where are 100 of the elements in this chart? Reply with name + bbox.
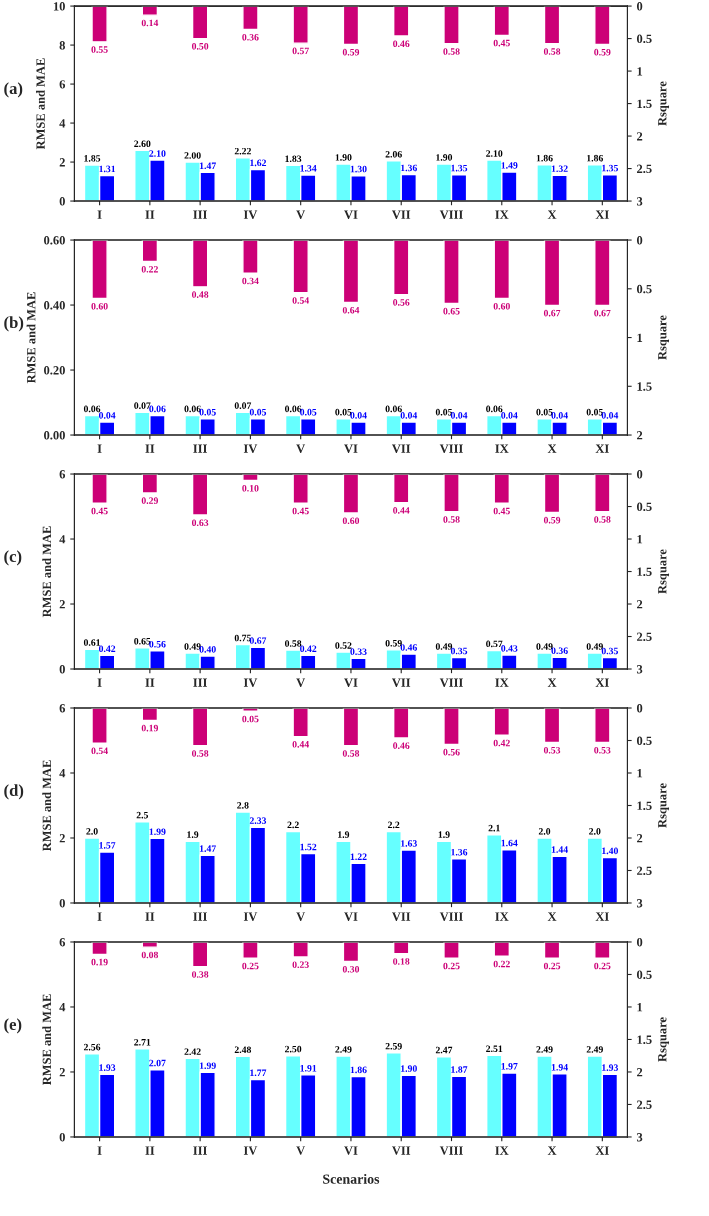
bar xyxy=(493,708,511,736)
data-label: 0.45 xyxy=(292,507,309,515)
data-label: 0.07 xyxy=(234,402,252,409)
bar xyxy=(292,708,309,738)
data-label: 0.42 xyxy=(493,739,510,747)
bar xyxy=(292,941,309,958)
bar xyxy=(342,240,360,304)
bar xyxy=(594,708,611,744)
data-label: 0.35 xyxy=(450,647,468,655)
x-tick-label: XI xyxy=(595,444,609,453)
data-label: 0.29 xyxy=(141,497,159,504)
data-label: 0.38 xyxy=(192,971,209,978)
bar xyxy=(594,941,611,959)
y2-tick-label: 1.5 xyxy=(637,567,652,577)
y-tick-label: 6 xyxy=(59,470,66,479)
y-tick-label: 0 xyxy=(59,665,65,674)
x-tick-label: V xyxy=(296,1146,306,1155)
data-label: 1.64 xyxy=(501,839,518,847)
y-axis-title: RMSE and MAE xyxy=(26,292,36,384)
data-label: 2.1 xyxy=(488,824,500,832)
text: (c) xyxy=(4,550,22,566)
y-tick-label: 8 xyxy=(59,41,65,50)
y2-tick-label: 1 xyxy=(637,333,643,342)
bar xyxy=(594,6,611,46)
x-tick-label: II xyxy=(145,210,155,219)
x-tick-label: VI xyxy=(344,1146,358,1155)
data-label: 0.06 xyxy=(149,405,166,413)
data-label: 1.90 xyxy=(401,1065,417,1072)
y2-axis-title: Rsquare xyxy=(658,315,670,360)
x-tick-label: VIII xyxy=(439,1146,463,1155)
bar xyxy=(493,941,511,957)
data-label: 1.90 xyxy=(436,154,453,161)
y2-axis-title: Rsquare xyxy=(658,783,670,828)
text: (e) xyxy=(4,1018,22,1034)
data-label: 1.93 xyxy=(602,1064,619,1071)
data-label: 1.40 xyxy=(602,847,619,855)
data-label: 0.22 xyxy=(493,960,510,968)
y2-tick-label: 2 xyxy=(637,431,643,440)
y2-tick-label: 2.5 xyxy=(637,866,652,875)
y-tick-label: 0 xyxy=(59,197,65,206)
x-tick-label: II xyxy=(145,444,155,453)
y-tick-label: 2 xyxy=(59,600,65,609)
text: (b) xyxy=(4,316,24,332)
data-label: 0.05 xyxy=(199,408,216,416)
data-label: 2.33 xyxy=(249,817,267,824)
y2-tick-label: 3 xyxy=(636,665,643,674)
data-label: 0.05 xyxy=(249,408,267,416)
x-tick-label: VI xyxy=(344,444,358,453)
data-label: 1.44 xyxy=(551,846,568,853)
data-label: 1.86 xyxy=(587,154,604,162)
x-tick-label: VI xyxy=(344,210,358,219)
data-label: 1.49 xyxy=(501,162,518,169)
bar xyxy=(493,474,511,504)
data-label: 0.04 xyxy=(98,412,116,419)
x-tick-label: V xyxy=(296,444,306,453)
y-tick-label: 0.40 xyxy=(44,301,65,310)
y2-tick-label: 1.5 xyxy=(637,382,652,391)
bar xyxy=(141,6,159,16)
y2-tick-label: 1 xyxy=(637,535,643,544)
data-label: 2.00 xyxy=(184,152,201,159)
data-label: 0.55 xyxy=(91,46,108,53)
x-tick-label: IV xyxy=(243,444,258,453)
data-label: 2.10 xyxy=(149,150,166,157)
data-label: 0.57 xyxy=(292,47,309,55)
data-label: 0.05 xyxy=(586,408,603,416)
y-tick-label: 4 xyxy=(59,769,66,778)
data-label: 2.49 xyxy=(536,1046,553,1053)
data-label: 0.42 xyxy=(98,645,116,653)
data-label: 0.40 xyxy=(199,646,216,653)
data-label: 0.58 xyxy=(192,750,209,757)
bar xyxy=(91,240,108,300)
x-tick-label: II xyxy=(145,1146,155,1155)
x-tick-label: IV xyxy=(243,1146,258,1155)
data-label: 0.58 xyxy=(594,516,611,523)
text: (d) xyxy=(4,784,24,800)
data-label: 0.19 xyxy=(91,958,108,966)
y2-tick-label: 2 xyxy=(637,834,643,843)
data-label: 0.49 xyxy=(184,643,201,650)
data-label: 0.05 xyxy=(435,408,453,416)
data-label: 0.23 xyxy=(292,961,309,968)
y2-tick-label: 3 xyxy=(636,197,643,206)
x-tick-label: IX xyxy=(495,678,509,687)
x-tick-label: IX xyxy=(495,912,509,921)
data-label: 0.46 xyxy=(393,742,410,749)
data-label: 0.58 xyxy=(543,48,561,55)
data-label: 0.05 xyxy=(242,715,259,723)
bar xyxy=(91,6,108,43)
y-tick-label: 0 xyxy=(59,899,65,908)
y2-tick-label: 2.5 xyxy=(637,164,652,174)
data-label: 1.77 xyxy=(250,1069,267,1077)
x-axis-title: Scenarios xyxy=(323,1173,380,1184)
x-tick-label: IV xyxy=(243,678,258,687)
data-label: 0.06 xyxy=(285,405,302,413)
data-label: 1.63 xyxy=(401,840,417,847)
y2-tick-label: 3 xyxy=(636,1133,643,1142)
data-label: 1.35 xyxy=(451,164,468,172)
bar xyxy=(141,474,159,494)
data-label: 0.08 xyxy=(141,951,159,959)
bar xyxy=(91,474,108,504)
data-label: 0.30 xyxy=(342,965,360,973)
